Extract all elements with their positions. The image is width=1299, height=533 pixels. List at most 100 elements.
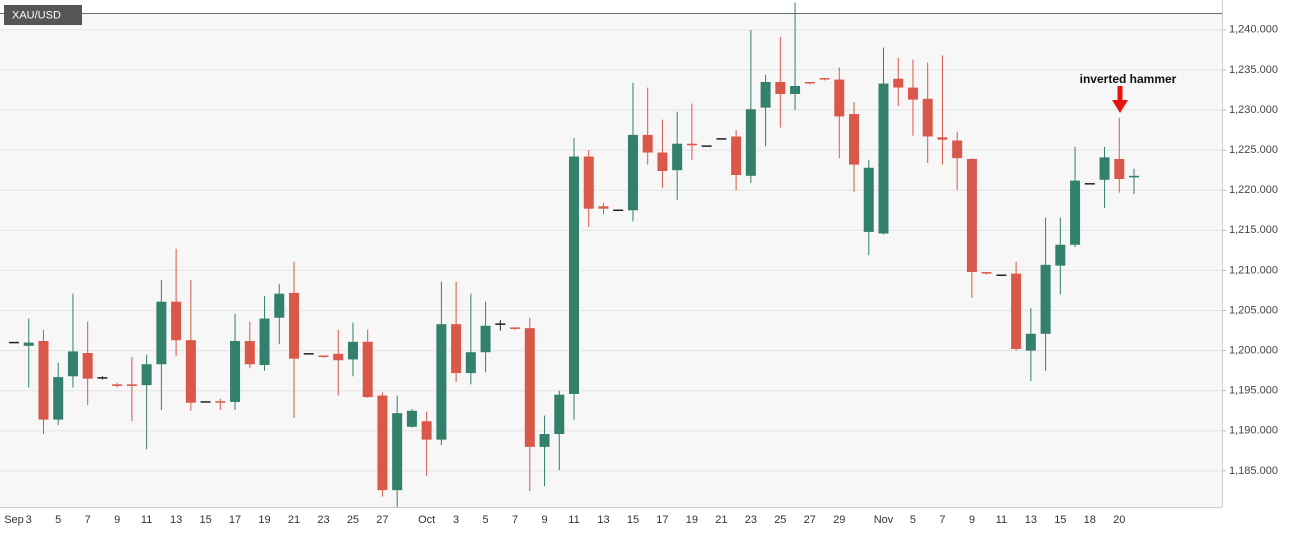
candle: [937, 55, 948, 165]
candle-body: [996, 274, 1007, 276]
candle: [244, 321, 255, 369]
candle-body: [38, 340, 49, 420]
candle: [834, 67, 845, 159]
y-tick-label: 1,190.000: [1229, 425, 1278, 437]
candle-body: [701, 145, 712, 147]
candle-body: [141, 364, 152, 386]
candle: [362, 329, 373, 398]
x-tick-label: 18: [1084, 514, 1096, 526]
x-tick-label: 29: [833, 514, 845, 526]
candle: [598, 203, 609, 215]
candle: [126, 357, 137, 422]
candle-body: [598, 206, 609, 209]
candle: [1099, 146, 1110, 208]
annotation-arrow: [1112, 86, 1128, 113]
candle-body: [1040, 264, 1051, 334]
candle: [804, 82, 815, 85]
candle: [1070, 146, 1081, 248]
candle-body: [775, 81, 786, 94]
candle-body: [259, 318, 270, 366]
x-tick-label: 5: [483, 514, 489, 526]
candle: [849, 102, 860, 192]
candle: [171, 248, 182, 357]
candle-body: [966, 158, 977, 273]
candle-body: [657, 152, 668, 171]
candle-body: [804, 82, 815, 84]
x-tick-label: 15: [1054, 514, 1066, 526]
candle: [480, 301, 491, 373]
candles: [9, 2, 1140, 507]
candle: [1055, 217, 1066, 295]
x-tick-label: 19: [686, 514, 698, 526]
x-tick-label: 17: [656, 514, 668, 526]
candle-body: [230, 340, 241, 402]
candle: [583, 150, 594, 228]
y-tick-label: 1,195.000: [1229, 385, 1278, 397]
candle-body: [642, 134, 653, 153]
candle-body: [392, 413, 403, 491]
candle: [377, 392, 388, 497]
candle-body: [465, 352, 476, 374]
candle-body: [480, 325, 491, 353]
candle: [907, 59, 918, 136]
candle: [627, 82, 638, 222]
candle-body: [1114, 158, 1125, 180]
candle: [333, 329, 344, 396]
x-tick-label: 19: [258, 514, 270, 526]
candle-body: [274, 293, 285, 318]
candle-body: [377, 395, 388, 491]
candle-body: [97, 377, 108, 379]
x-tick-label: 27: [804, 514, 816, 526]
candle-body: [716, 138, 727, 140]
y-tick-label: 1,215.000: [1229, 224, 1278, 236]
candle: [952, 131, 963, 191]
candle: [775, 37, 786, 128]
candle: [966, 158, 977, 298]
candle: [1040, 217, 1051, 371]
axes: 1,185.000 1,190.000 1,195.000 1,200.000 1,20…: [4, 24, 1278, 526]
candle-body: [510, 327, 521, 329]
symbol-label: XAU/USD: [12, 9, 61, 21]
candle-body: [451, 324, 462, 374]
x-tick-label: 15: [627, 514, 639, 526]
y-tick-label: 1,225.000: [1229, 144, 1278, 156]
y-tick-label: 1,230.000: [1229, 104, 1278, 116]
candle-body: [907, 87, 918, 100]
candle: [97, 376, 108, 380]
symbol-badge: [4, 5, 82, 25]
x-tick-label: 3: [26, 514, 32, 526]
candle-body: [421, 421, 432, 440]
x-tick-label: 3: [453, 514, 459, 526]
x-tick-label: 11: [568, 514, 579, 526]
candle: [893, 57, 904, 107]
x-tick-label: 5: [55, 514, 61, 526]
candle-body: [583, 156, 594, 209]
candle-body: [156, 301, 167, 365]
candle-body: [672, 143, 683, 171]
candle-body: [569, 156, 580, 394]
x-tick-label: 9: [114, 514, 120, 526]
candle-body: [112, 384, 123, 386]
candle-body: [1011, 273, 1022, 350]
candle: [1025, 308, 1036, 382]
candle-body: [834, 79, 845, 117]
candle: [303, 353, 314, 355]
candle-body: [67, 351, 78, 377]
candle: [922, 62, 933, 163]
candle-body: [23, 342, 34, 346]
x-tick-label: 23: [745, 514, 757, 526]
candle-body: [244, 340, 255, 365]
candle: [878, 47, 889, 235]
grid: [0, 29, 1222, 472]
candle-body: [760, 81, 771, 108]
candle: [53, 362, 64, 426]
candle: [230, 313, 241, 410]
candle-body: [981, 272, 992, 274]
candle-body: [347, 341, 358, 360]
candle-body: [9, 341, 19, 344]
candle-body: [1055, 244, 1066, 266]
candle-body: [539, 434, 550, 447]
candle-body: [200, 401, 211, 403]
